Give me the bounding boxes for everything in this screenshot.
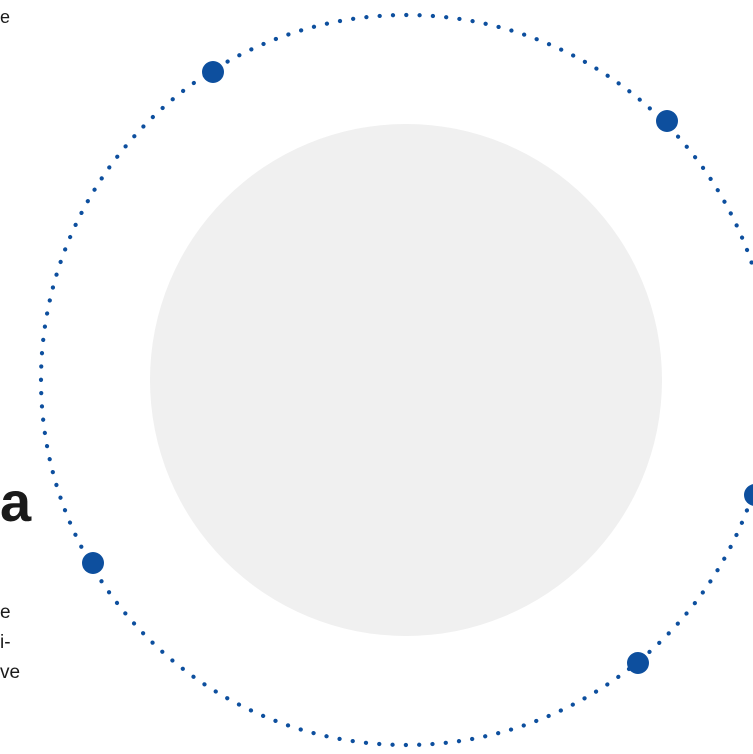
orbit-marker-1 (202, 61, 224, 83)
orbit-marker-2 (656, 110, 678, 132)
orbit-marker-5 (744, 484, 753, 506)
orbit-marker-4 (627, 652, 649, 674)
center-circle (150, 124, 662, 636)
orbit-marker-3 (82, 552, 104, 574)
